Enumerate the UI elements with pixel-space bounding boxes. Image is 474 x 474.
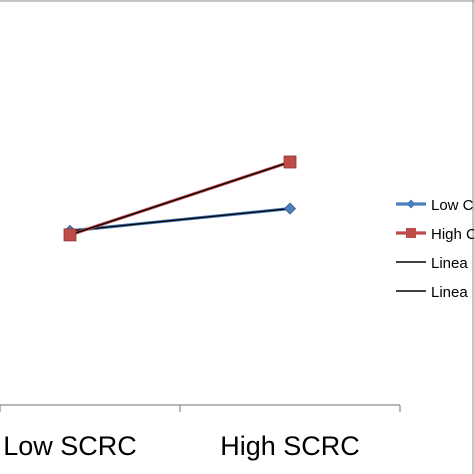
legend-entry: Linea bbox=[396, 255, 468, 272]
series-layer bbox=[63, 155, 297, 242]
series-0 bbox=[63, 202, 297, 237]
x-tick-label: High SCRC bbox=[220, 431, 360, 461]
legend-label: High C bbox=[431, 226, 474, 243]
legend-entry: Low C bbox=[396, 197, 474, 214]
legend-label: Linea bbox=[431, 255, 468, 272]
series-1 bbox=[63, 155, 297, 242]
trendline bbox=[69, 161, 291, 236]
legend: Low C High C Linea Linea bbox=[396, 197, 474, 301]
data-point bbox=[63, 228, 77, 242]
legend-marker bbox=[406, 228, 416, 238]
legend-label: Low C bbox=[431, 197, 474, 214]
legend-entry: High C bbox=[396, 226, 474, 243]
x-tick-label: Low SCRC bbox=[3, 431, 137, 461]
legend-label: Linea bbox=[431, 284, 468, 301]
legend-entry: Linea bbox=[396, 284, 468, 301]
x-axis: Low SCRC High SCRC bbox=[0, 404, 401, 461]
trendline bbox=[69, 207, 291, 232]
legend-marker bbox=[406, 199, 416, 209]
data-point bbox=[283, 202, 297, 215]
data-point bbox=[283, 155, 297, 169]
